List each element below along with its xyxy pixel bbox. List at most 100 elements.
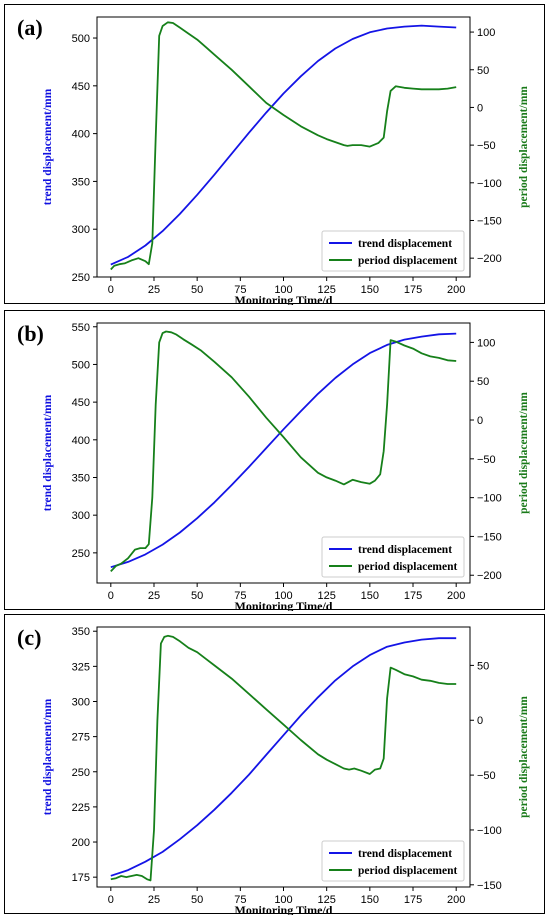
y-left-tick-label: 400: [72, 435, 90, 447]
y-left-tick-label: 250: [72, 548, 90, 560]
y-left-tick-label: 275: [72, 732, 90, 744]
y-left-tick-label: 350: [72, 176, 90, 188]
x-tick-label: 175: [404, 894, 422, 906]
y-right-tick-label: 0: [477, 102, 483, 114]
x-tick-label: 100: [274, 894, 292, 906]
x-tick-label: 75: [234, 284, 246, 296]
y-left-axis-label: trend displacement/mm: [42, 88, 54, 205]
x-tick-label: 175: [404, 590, 422, 602]
x-axis-label: Monitoring Time/d: [235, 903, 333, 915]
y-right-tick-label: 0: [477, 415, 483, 427]
trend-series-line: [110, 637, 457, 877]
y-left-tick-label: 450: [72, 397, 90, 409]
y-left-tick-label: 500: [72, 359, 90, 371]
x-tick-label: 125: [317, 284, 335, 296]
x-tick-label: 150: [361, 590, 379, 602]
x-tick-label: 50: [191, 590, 203, 602]
y-left-tick-label: 250: [72, 272, 90, 284]
y-right-tick-label: 0: [477, 715, 483, 727]
legend-box: [321, 536, 465, 578]
x-tick-label: 125: [317, 894, 335, 906]
y-left-axis-label: trend displacement/mm: [42, 394, 54, 511]
y-right-tick-label: 50: [477, 376, 489, 388]
y-right-tick-label: 100: [477, 337, 495, 349]
y-left-tick-label: 250: [72, 767, 90, 779]
y-right-tick-label: −50: [477, 770, 496, 782]
x-axis-label: Monitoring Time/d: [235, 599, 333, 611]
period-series-line: [110, 21, 457, 271]
x-tick-label: 175: [404, 284, 422, 296]
y-right-tick-label: 50: [477, 65, 489, 77]
y-left-tick-label: 400: [72, 129, 90, 141]
chart-panel-a: (a) 0 25 50 75 100 125 150 175 200 250 300 350 400 45…: [4, 4, 545, 305]
y-right-tick-label: −100: [477, 825, 502, 837]
y-left-axis-label: trend displacement/mm: [42, 698, 54, 815]
trend-series-line: [110, 24, 457, 266]
x-tick-label: 0: [108, 894, 114, 906]
y-right-axis-label: period displacement/mm: [518, 696, 530, 818]
y-right-tick-label: 100: [477, 27, 495, 39]
y-left-tick-label: 450: [72, 81, 90, 93]
y-right-tick-label: −100: [477, 178, 502, 190]
trend-series-line: [110, 332, 457, 569]
y-right-tick-label: −150: [477, 880, 502, 892]
y-right-tick-label: 50: [477, 660, 489, 672]
period-series-line: [110, 634, 457, 882]
x-tick-label: 25: [148, 590, 160, 602]
y-right-tick-label: −150: [477, 215, 502, 227]
x-tick-label: 200: [447, 590, 465, 602]
legend-box: [321, 840, 465, 882]
x-tick-label: 0: [108, 590, 114, 602]
x-axis-label: Monitoring Time/d: [235, 293, 333, 305]
y-left-tick-label: 350: [72, 626, 90, 638]
chart-panel-b: (b) 0 25 50 75 100 125 150 175 200 250 300 350 400 45…: [4, 310, 545, 611]
legend: trend displacement period displacement: [321, 840, 465, 882]
chart-svg: 0 25 50 75 100 125 150 175 200250300350400450500…: [42, 322, 530, 611]
y-left-tick-label: 300: [72, 224, 90, 236]
period-series-line: [110, 330, 457, 573]
x-tick-label: 200: [447, 284, 465, 296]
y-left-tick-label: 300: [72, 510, 90, 522]
x-tick-label: 125: [317, 590, 335, 602]
y-right-axis-label: period displacement/mm: [518, 86, 530, 208]
y-right-tick-label: −50: [477, 140, 496, 152]
x-tick-label: 25: [148, 894, 160, 906]
x-tick-label: 100: [274, 284, 292, 296]
legend: trend displacement period displacement: [321, 230, 465, 272]
y-left-tick-label: 200: [72, 837, 90, 849]
y-left-tick-label: 500: [72, 33, 90, 45]
y-left-tick-label: 350: [72, 472, 90, 484]
x-tick-label: 75: [234, 894, 246, 906]
x-tick-label: 0: [108, 284, 114, 296]
y-right-tick-label: −200: [477, 570, 502, 582]
y-right-tick-label: −200: [477, 253, 502, 265]
x-tick-label: 150: [361, 284, 379, 296]
legend-label: period displacement: [358, 255, 458, 267]
x-tick-label: 200: [447, 894, 465, 906]
chart-svg: 0 25 50 75 100 125 150 175 200250300350400450500…: [42, 16, 530, 305]
y-left-tick-label: 300: [72, 696, 90, 708]
y-left-tick-label: 550: [72, 322, 90, 334]
y-right-tick-label: −150: [477, 531, 502, 543]
legend-box: [321, 230, 465, 272]
x-tick-label: 50: [191, 284, 203, 296]
x-tick-label: 100: [274, 590, 292, 602]
y-left-tick-label: 225: [72, 802, 90, 814]
chart-panel-c: (c) 0 25 50 75 100 125 150 175 200 175 200 225 250 27…: [4, 614, 545, 915]
x-tick-label: 75: [234, 590, 246, 602]
x-tick-label: 50: [191, 894, 203, 906]
x-tick-label: 150: [361, 894, 379, 906]
legend-label: period displacement: [358, 865, 458, 877]
y-right-tick-label: −50: [477, 454, 496, 466]
legend-label: trend displacement: [358, 238, 452, 250]
legend-label: trend displacement: [358, 544, 452, 556]
legend-label: period displacement: [358, 561, 458, 573]
legend: trend displacement period displacement: [321, 536, 465, 578]
legend-label: trend displacement: [358, 848, 452, 860]
y-left-tick-label: 325: [72, 661, 90, 673]
panel-label: (a): [17, 15, 43, 40]
x-tick-label: 25: [148, 284, 160, 296]
panel-label: (c): [17, 625, 42, 650]
chart-svg: 0 25 50 75 100 125 150 175 200 175 200 225 250 275 300…: [42, 626, 530, 915]
y-right-tick-label: −100: [477, 493, 502, 505]
